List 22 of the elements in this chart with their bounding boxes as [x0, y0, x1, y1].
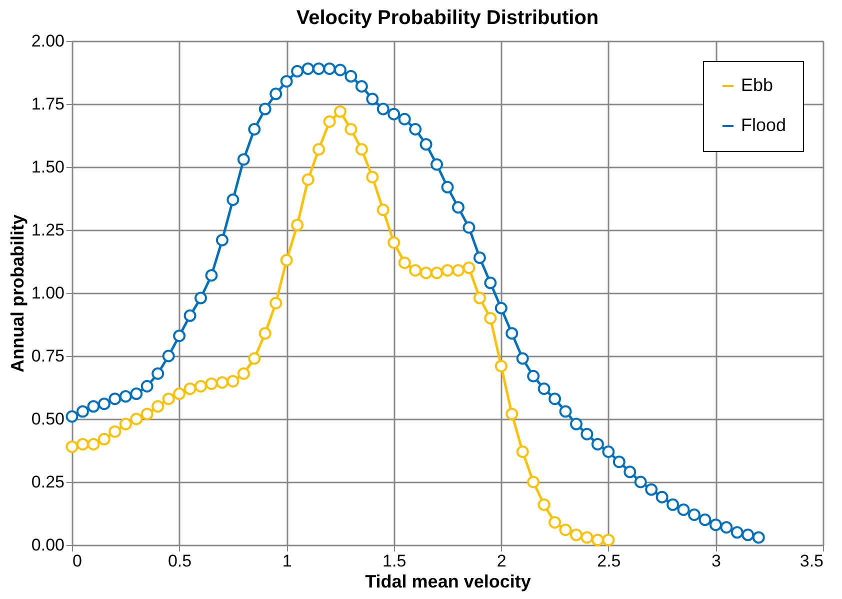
y-tick-label: 2.00: [31, 32, 64, 50]
y-axis-title: Annual probability: [7, 214, 28, 373]
x-axis-title: Tidal mean velocity: [365, 572, 531, 592]
y-tick-label: 1.50: [31, 158, 64, 176]
y-tick-label: 0.25: [31, 472, 64, 492]
legend-label: Ebb: [741, 75, 774, 95]
y-tick-label: 0.50: [31, 410, 64, 428]
legend-label: Flood: [741, 115, 786, 135]
x-tick-label: 0: [72, 552, 82, 570]
y-tick-label: 0.75: [31, 346, 64, 366]
chart-title: Velocity Probability Distribution: [296, 7, 599, 29]
y-tick-label: 1.00: [31, 284, 64, 302]
y-tick-label: 1.75: [31, 94, 64, 114]
y-tick-label: 0.00: [31, 536, 64, 554]
y-tick-label: 1.25: [31, 220, 64, 240]
x-tick-label: 0.5: [168, 552, 192, 570]
x-tick-label: 2.5: [597, 552, 621, 570]
x-tick-label: 2: [496, 552, 506, 570]
x-tick-label: 3: [711, 552, 721, 570]
x-tick-label: 3.5: [800, 552, 824, 570]
x-tick-label: 1.5: [382, 552, 406, 570]
x-tick-label: 1: [282, 552, 292, 570]
